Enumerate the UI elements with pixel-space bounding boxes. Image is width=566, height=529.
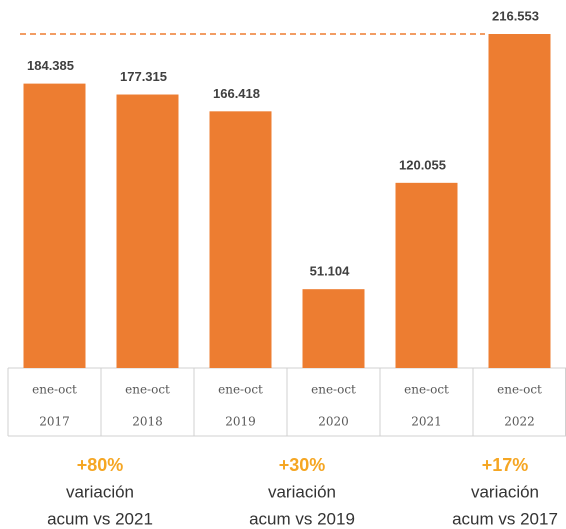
x-tick-label: ene-oct [218, 383, 263, 397]
annotation: acum vs 2017 [452, 509, 558, 528]
bar [209, 111, 272, 369]
x-tick-label: ene-oct [497, 383, 542, 397]
annotation: variación [471, 482, 539, 501]
annotation: +30% [279, 455, 326, 475]
value-label: 51.104 [310, 264, 351, 279]
bar [116, 94, 179, 368]
x-tick-label: 2017 [39, 415, 70, 429]
x-tick-label: 2022 [504, 415, 535, 429]
x-tick-label: ene-oct [404, 383, 449, 397]
x-tick-label: 2019 [225, 415, 256, 429]
value-label: 120.055 [399, 157, 446, 172]
x-tick-label: 2021 [411, 415, 442, 429]
value-label: 184.385 [27, 58, 74, 73]
annotation: acum vs 2021 [47, 509, 153, 528]
x-tick-label: 2018 [132, 415, 163, 429]
annotation: acum vs 2019 [249, 509, 355, 528]
annotation: +17% [482, 455, 529, 475]
value-label: 177.315 [120, 69, 167, 84]
annotation: variación [66, 482, 134, 501]
x-tick-label: ene-oct [32, 383, 77, 397]
bar [23, 83, 86, 369]
bar [302, 289, 365, 368]
value-label: 216.553 [492, 8, 539, 23]
annotation: variación [268, 482, 336, 501]
bar [395, 182, 458, 368]
x-tick-label: ene-oct [311, 383, 356, 397]
value-label: 166.418 [213, 86, 260, 101]
x-tick-label: 2020 [318, 415, 349, 429]
x-tick-label: ene-oct [125, 383, 170, 397]
annotation: +80% [77, 455, 124, 475]
bar [488, 34, 551, 368]
